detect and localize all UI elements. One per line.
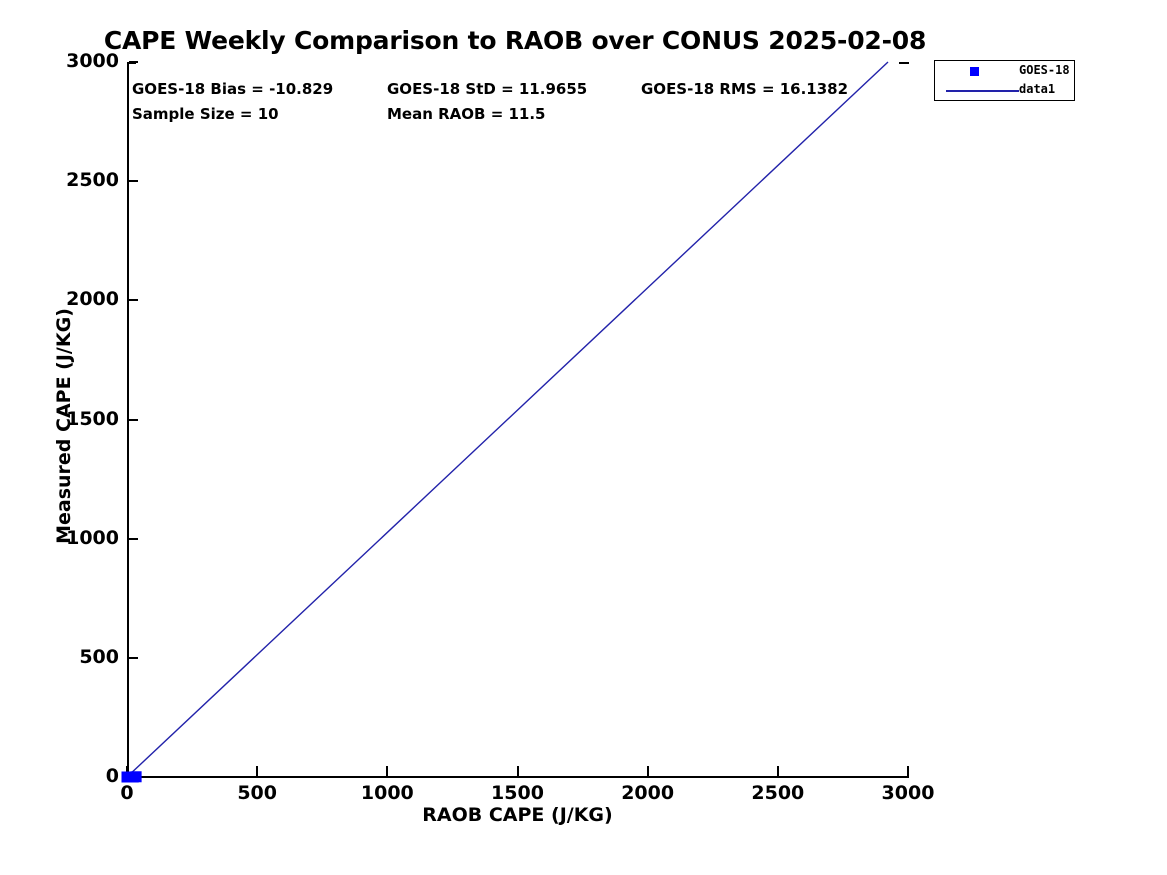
x-tick-label: 2000 (621, 782, 675, 804)
axis-corner-top-right (899, 62, 909, 64)
x-tick-label: 500 (237, 782, 277, 804)
stat-std: GOES-18 StD = 11.9655 (387, 80, 588, 98)
y-tick-label: 3000 (66, 50, 119, 72)
chart-legend[interactable]: GOES-18 data1 (934, 60, 1075, 101)
x-tick-mark (256, 766, 259, 777)
page-title: CAPE Weekly Comparison to RAOB over CONU… (103, 26, 927, 55)
y-tick-mark (129, 299, 138, 302)
y-tick-label: 2500 (66, 169, 119, 192)
legend-line-sample-icon (946, 90, 1019, 92)
y-tick-mark (129, 61, 138, 63)
stat-mean-raob: Mean RAOB = 11.5 (387, 105, 546, 123)
series-data1-line (126, 61, 889, 778)
x-tick-label: 1500 (491, 782, 544, 804)
y-axis-label: Measured CAPE (J/KG) (53, 308, 75, 544)
y-tick-label: 2000 (66, 288, 119, 311)
y-tick-mark (129, 537, 138, 540)
y-tick-mark (129, 776, 138, 778)
y-tick-label: 1000 (66, 526, 119, 549)
y-tick-label: 1500 (66, 407, 119, 430)
x-tick-mark (646, 766, 649, 777)
x-tick-label: 0 (120, 782, 134, 804)
y-tick-mark (129, 656, 138, 659)
x-tick-mark (516, 766, 519, 777)
x-tick-mark (776, 766, 779, 777)
y-tick-label: 0 (105, 765, 119, 787)
legend-label-goes18: GOES-18 (1019, 63, 1070, 77)
x-tick-label: 2500 (751, 782, 805, 804)
legend-entry-data1[interactable]: data1 (935, 80, 1074, 100)
legend-label-data1: data1 (1019, 82, 1056, 96)
y-tick-mark (129, 418, 138, 421)
legend-entry-goes18[interactable]: GOES-18 (935, 61, 1074, 81)
stat-bias: GOES-18 Bias = -10.829 (132, 80, 334, 98)
stat-rms: GOES-18 RMS = 16.1382 (641, 80, 849, 98)
y-tick-mark (129, 180, 138, 183)
x-tick-mark (386, 766, 389, 777)
stat-sample-size: Sample Size = 10 (132, 105, 279, 123)
x-tick-mark (126, 766, 128, 777)
x-tick-mark (907, 766, 909, 777)
y-tick-label: 500 (79, 645, 119, 668)
x-tick-label: 3000 (881, 782, 935, 804)
x-axis-label: RAOB CAPE (J/KG) (422, 804, 613, 826)
legend-marker-square-icon (970, 67, 979, 76)
x-tick-label: 1000 (360, 782, 414, 804)
reference-line-1to1 (126, 61, 889, 778)
